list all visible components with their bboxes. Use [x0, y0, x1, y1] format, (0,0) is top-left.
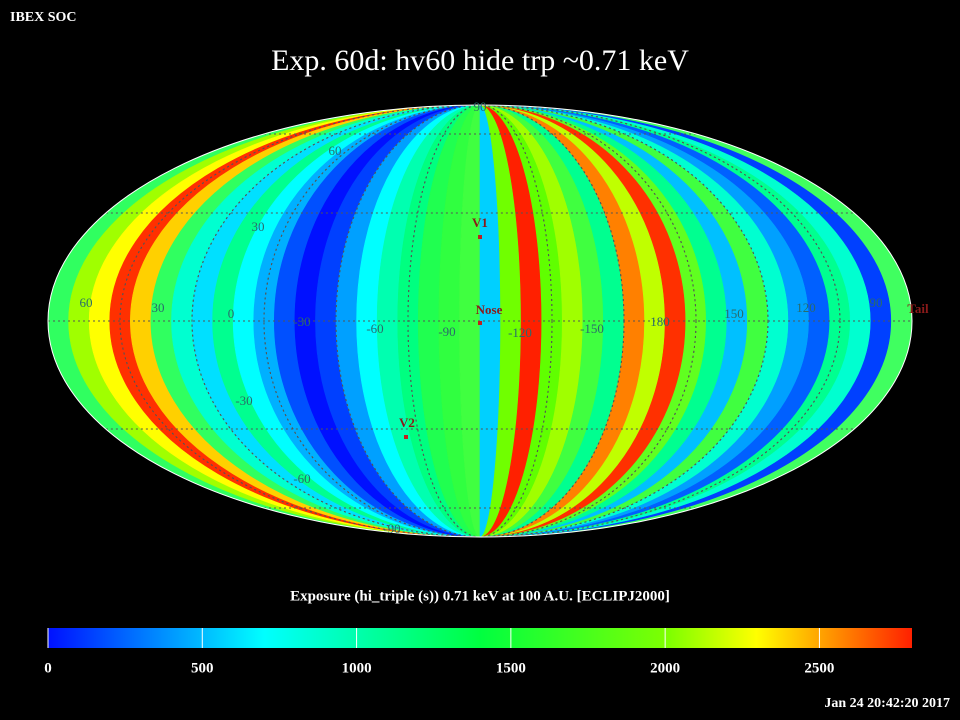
sky-map: [48, 105, 912, 537]
graticule-line: [407, 105, 553, 537]
colorbar-tick-label: 1000: [342, 660, 372, 676]
timestamp: Jan 24 20:42:20 2017: [824, 696, 950, 711]
graticule-line: [335, 105, 625, 537]
longitude-label: -60: [366, 321, 383, 336]
latitude-label: 30: [252, 219, 265, 234]
colorbar-tick-label: 1500: [496, 660, 526, 676]
longitude-label: 0: [228, 306, 235, 321]
latitude-label: -90: [383, 521, 400, 536]
longitude-label: -30: [293, 314, 310, 329]
marker-label: V1: [472, 215, 488, 230]
marker-label: Tail: [907, 301, 929, 316]
colorbar-tick-label: 500: [191, 660, 214, 676]
longitude-label: -120: [508, 325, 532, 340]
latitude-label: -60: [293, 471, 310, 486]
latitude-label: -30: [235, 393, 252, 408]
marker-point: [478, 235, 482, 239]
longitude-label: -150: [580, 321, 604, 336]
longitude-label: 60: [80, 295, 93, 310]
colorbar-tick-label: 2500: [804, 660, 834, 676]
graticule-line: [119, 105, 841, 537]
longitude-label: 90: [870, 295, 883, 310]
map-title: Exp. 60d: hv60 hide trp ~0.71 keV: [271, 44, 689, 77]
colorbar-tick-label: 0: [44, 660, 52, 676]
map-border: [47, 104, 913, 538]
marker-point: [478, 321, 482, 325]
longitude-label: 30: [152, 300, 165, 315]
graticule-line: [263, 105, 697, 537]
marker-label: Nose: [476, 302, 503, 317]
longitude-label: -90: [438, 324, 455, 339]
longitude-label: 120: [796, 300, 816, 315]
colorbar-title: Exposure (hi_triple (s)) 0.71 keV at 100…: [290, 588, 670, 604]
org-label: IBEX SOC: [10, 10, 77, 25]
graticule-line: [191, 105, 769, 537]
colorbar: [48, 628, 912, 648]
longitude-label: 150: [724, 306, 744, 321]
marker-point: [404, 435, 408, 439]
longitude-label: 180: [650, 314, 670, 329]
latitude-label: 60: [329, 143, 342, 158]
marker-label: V2: [399, 415, 415, 430]
colorbar-tick-label: 2000: [650, 660, 680, 676]
latitude-label: 90: [474, 99, 487, 114]
